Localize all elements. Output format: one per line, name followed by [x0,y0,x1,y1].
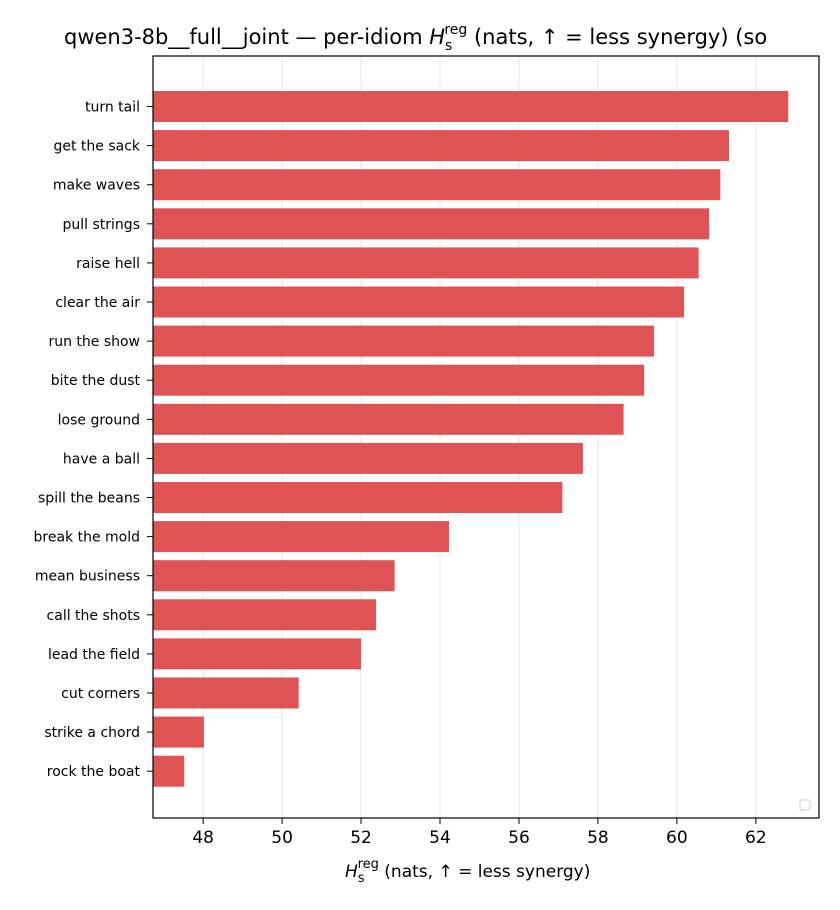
bar-raise-hell [153,247,699,279]
x-ticks: 48 50 52 54 56 58 60 62 [192,818,767,848]
legend-box [799,799,811,811]
chart-title-var: H [429,25,445,49]
bar-call-the-shots [153,599,377,631]
bars [153,91,789,787]
x-tick-label-56: 56 [508,828,530,848]
y-tick-label-spill-the-beans: spill the beans [38,491,140,507]
x-tick-label-52: 52 [350,828,372,848]
y-tick-label-raise-hell: raise hell [76,256,140,272]
y-tick-label-lead-the-field: lead the field [48,647,140,663]
y-tick-label-cut-corners: cut corners [61,686,140,702]
y-tick-label-make-waves: make waves [53,178,140,194]
x-tick-label-54: 54 [429,828,451,848]
bar-have-a-ball [153,442,583,474]
x-tick-label-48: 48 [192,828,214,848]
bar-spill-the-beans [153,482,563,513]
y-tick-label-run-the-show: run the show [48,334,140,350]
bar-rock-the-boat [153,755,185,787]
chart-title-rest: (nats, ↑ = less synergy) (so [467,25,767,49]
bar-cut-corners [153,677,299,709]
y-tick-label-clear-the-air: clear the air [55,295,140,311]
y-tick-label-bite-the-dust: bite the dust [51,373,141,389]
plot-frame [152,55,820,819]
y-tick-label-break-the-mold: break the mold [34,530,141,546]
bar-run-the-show [153,325,654,357]
y-tick-label-call-the-shots: call the shots [47,608,140,624]
bar-lose-ground [153,403,624,435]
y-tick-label-pull-strings: pull strings [63,217,140,233]
bar-clear-the-air [153,286,684,318]
x-tick-label-62: 62 [745,828,767,848]
bar-strike-a-chord [153,716,204,748]
y-tick-label-mean-business: mean business [35,569,140,585]
x-axis-label-rest: (nats, ↑ = less synergy) [379,862,590,882]
x-axis-label-sub: s [358,871,365,886]
bar-pull-strings [153,208,710,240]
y-tick-label-lose-ground: lose ground [58,412,140,428]
x-tick-label-50: 50 [271,828,293,848]
x-axis-label-var: H [345,862,358,882]
bar-get-the-sack [153,130,729,162]
bar-make-waves [153,169,721,201]
x-axis-label: Hsreg (nats, ↑ = less synergy) [345,857,590,886]
chart-title: qwen3-8b__full__joint — per-idiom Hsreg … [64,22,767,54]
bar-break-the-mold [153,521,450,553]
chart-title-sub: s [445,38,452,54]
y-tick-label-strike-a-chord: strike a chord [44,725,140,741]
x-tick-label-60: 60 [666,828,688,848]
chart-title-main: qwen3-8b__full__joint — per-idiom [64,25,429,50]
y-tick-labels: turn tail get the sack make waves pull stri… [34,100,153,780]
y-tick-label-get-the-sack: get the sack [53,139,140,155]
y-tick-label-rock-the-boat: rock the boat [47,764,141,780]
bar-lead-the-field [153,638,362,670]
chart-title-sup: reg [444,22,467,38]
bar-turn-tail [153,91,789,122]
x-tick-label-58: 58 [587,828,609,848]
x-axis-label-sup: reg [358,857,379,872]
y-tick-label-have-a-ball: have a ball [63,451,140,467]
y-tick-label-turn-tail: turn tail [85,100,140,116]
bar-mean-business [153,560,395,592]
bar-bite-the-dust [153,364,645,396]
